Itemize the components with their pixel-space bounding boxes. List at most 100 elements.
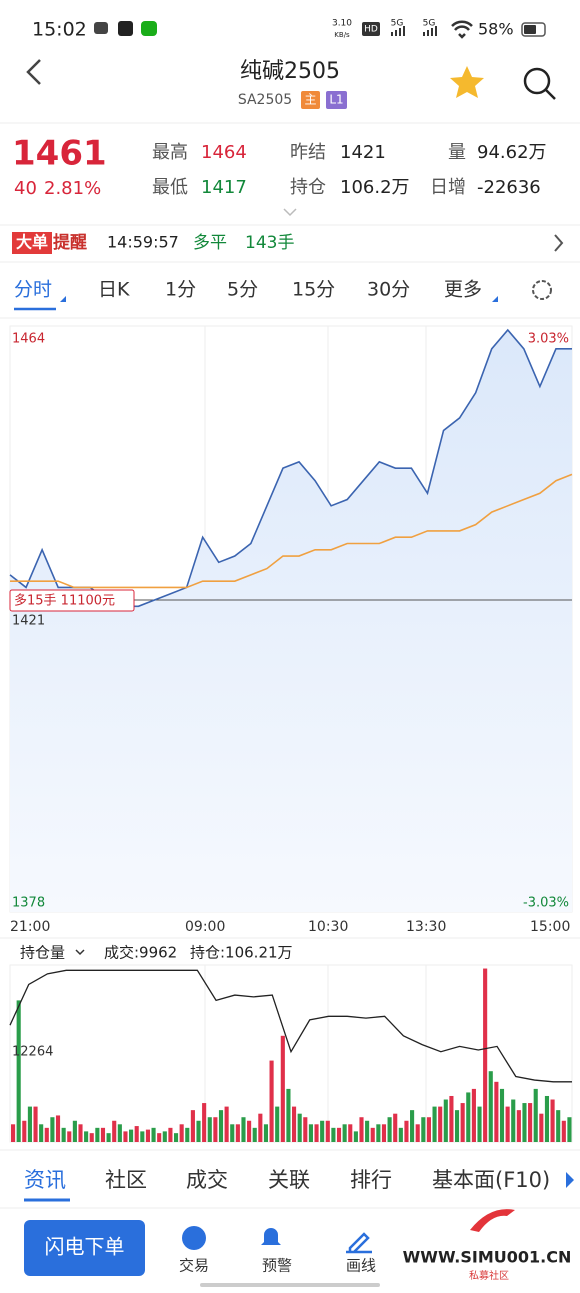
volume-bar — [556, 1110, 561, 1142]
period-tab[interactable]: 30分 — [367, 279, 410, 301]
tabs-more[interactable] — [566, 1172, 574, 1188]
back-button[interactable] — [26, 59, 41, 85]
field-value: 94.62万 — [477, 142, 547, 163]
toolbar-item[interactable]: 画线 — [346, 1257, 376, 1275]
period-tabs: 分时 日K 1分 5分 15分 30分 更多 — [14, 279, 498, 302]
field-value: -22636 — [477, 177, 541, 198]
bottom-tab[interactable]: 成交 — [186, 1168, 228, 1192]
volume-bar — [44, 1127, 49, 1142]
volume-bar — [162, 1131, 167, 1142]
volume-bar — [505, 1106, 510, 1142]
volume-bar — [235, 1124, 240, 1142]
period-tab[interactable]: 5分 — [227, 279, 258, 301]
volume-bar — [471, 1088, 476, 1142]
favorite-star[interactable] — [450, 66, 484, 98]
field-label: 最高 — [152, 142, 188, 163]
period-tab[interactable]: 1分 — [165, 279, 196, 301]
bottom-tab[interactable]: 排行 — [350, 1168, 392, 1192]
volume-bar — [168, 1127, 173, 1142]
bottom-tab[interactable]: 资讯 — [24, 1168, 66, 1192]
volume-bar — [539, 1113, 544, 1142]
indicator-caret — [75, 949, 85, 956]
open-interest-line — [9, 969, 572, 1083]
battery-level — [524, 25, 536, 34]
volume-bar — [308, 1124, 313, 1142]
y-tick-label: 1464 — [12, 332, 45, 347]
bottom-tab[interactable]: 社区 — [105, 1168, 147, 1192]
volume-bar — [432, 1106, 437, 1142]
app-icon — [94, 22, 108, 34]
quick-order-text: 闪电下单 — [45, 1235, 125, 1259]
volume-bar — [449, 1095, 454, 1142]
field-label: 量 — [448, 142, 466, 163]
volume-bar — [387, 1117, 392, 1142]
y-tick-label: 1378 — [12, 896, 45, 911]
volume-bar — [179, 1124, 184, 1142]
y-right-label: 3.03% — [528, 332, 569, 347]
period-tab[interactable]: 15分 — [292, 279, 335, 301]
volume-bar — [33, 1106, 38, 1142]
wifi-icon — [451, 20, 473, 39]
volume-bar — [27, 1106, 32, 1142]
network: 5G — [423, 19, 436, 29]
annotation-box — [9, 589, 135, 612]
volume-bar — [196, 1120, 201, 1142]
badge-main — [301, 91, 320, 109]
battery-text: 58% — [478, 20, 514, 39]
level-label: 12264 — [12, 1045, 53, 1060]
trade-icon — [182, 1226, 206, 1250]
alert-badge — [12, 232, 52, 254]
volume-bar — [129, 1129, 134, 1142]
volume-bar — [39, 1124, 44, 1142]
volume-bar — [477, 1106, 482, 1142]
tab-caret — [60, 296, 66, 302]
hd-text: HD — [364, 25, 378, 35]
price-chart: 1464 1421 1378 3.03% -3.03% 多15手 11100元 21:00 0… — [9, 325, 573, 935]
field-value: 106.2万 — [340, 177, 410, 198]
volume-bar — [151, 1127, 156, 1142]
volume-bar — [252, 1127, 257, 1142]
panel-frame — [9, 964, 573, 1143]
volume-bar — [410, 1110, 415, 1142]
search-button[interactable] — [523, 67, 551, 95]
volume-bar — [224, 1106, 229, 1142]
period-tab[interactable]: 更多 — [444, 279, 482, 301]
volume-bar — [421, 1117, 426, 1142]
volume-bar — [511, 1099, 516, 1142]
indicator-select[interactable]: 持仓量 — [20, 944, 65, 962]
last-price: 1461 — [12, 134, 107, 174]
volume-bar — [258, 1113, 263, 1142]
volume-bar — [67, 1131, 72, 1142]
volume-bar — [207, 1117, 212, 1142]
tab-caret — [492, 296, 498, 302]
expand-chevron[interactable] — [283, 208, 297, 217]
bottom-tab[interactable]: 基本面(F10) — [432, 1168, 550, 1192]
x-tick-label: 10:30 — [308, 919, 348, 935]
settings-button[interactable] — [532, 280, 552, 300]
volume-bar — [550, 1099, 555, 1142]
volume-bar — [95, 1127, 100, 1142]
alert-more[interactable] — [554, 234, 564, 252]
app-icon — [141, 21, 157, 36]
bottom-tab[interactable]: 关联 — [268, 1168, 310, 1192]
alert-time: 14:59:57 — [107, 233, 179, 252]
period-tab[interactable]: 分时 — [14, 279, 52, 301]
toolbar-item[interactable]: 预警 — [262, 1257, 292, 1275]
field-label: 日增 — [430, 177, 466, 198]
y-right-label: -3.03% — [523, 896, 569, 911]
volume-bar — [381, 1124, 387, 1142]
bottom-tabs: 资讯 社区 成交 关联 排行 基本面(F10) — [24, 1168, 550, 1192]
price-area — [10, 330, 572, 912]
volume-bar — [488, 1071, 493, 1142]
volume-bar — [145, 1129, 150, 1142]
volume-bar — [398, 1127, 403, 1142]
volume-bar — [494, 1081, 499, 1142]
volume-chart: 持仓量 成交:9962 持仓:106.21万 12264 — [0, 937, 580, 1143]
period-tab[interactable]: 日K — [98, 279, 130, 301]
volume-bar — [61, 1127, 66, 1142]
quick-order-button[interactable] — [24, 1220, 145, 1276]
clock: 15:02 — [32, 19, 87, 41]
volume-bar — [100, 1127, 106, 1142]
toolbar-item[interactable]: 交易 — [179, 1257, 209, 1275]
